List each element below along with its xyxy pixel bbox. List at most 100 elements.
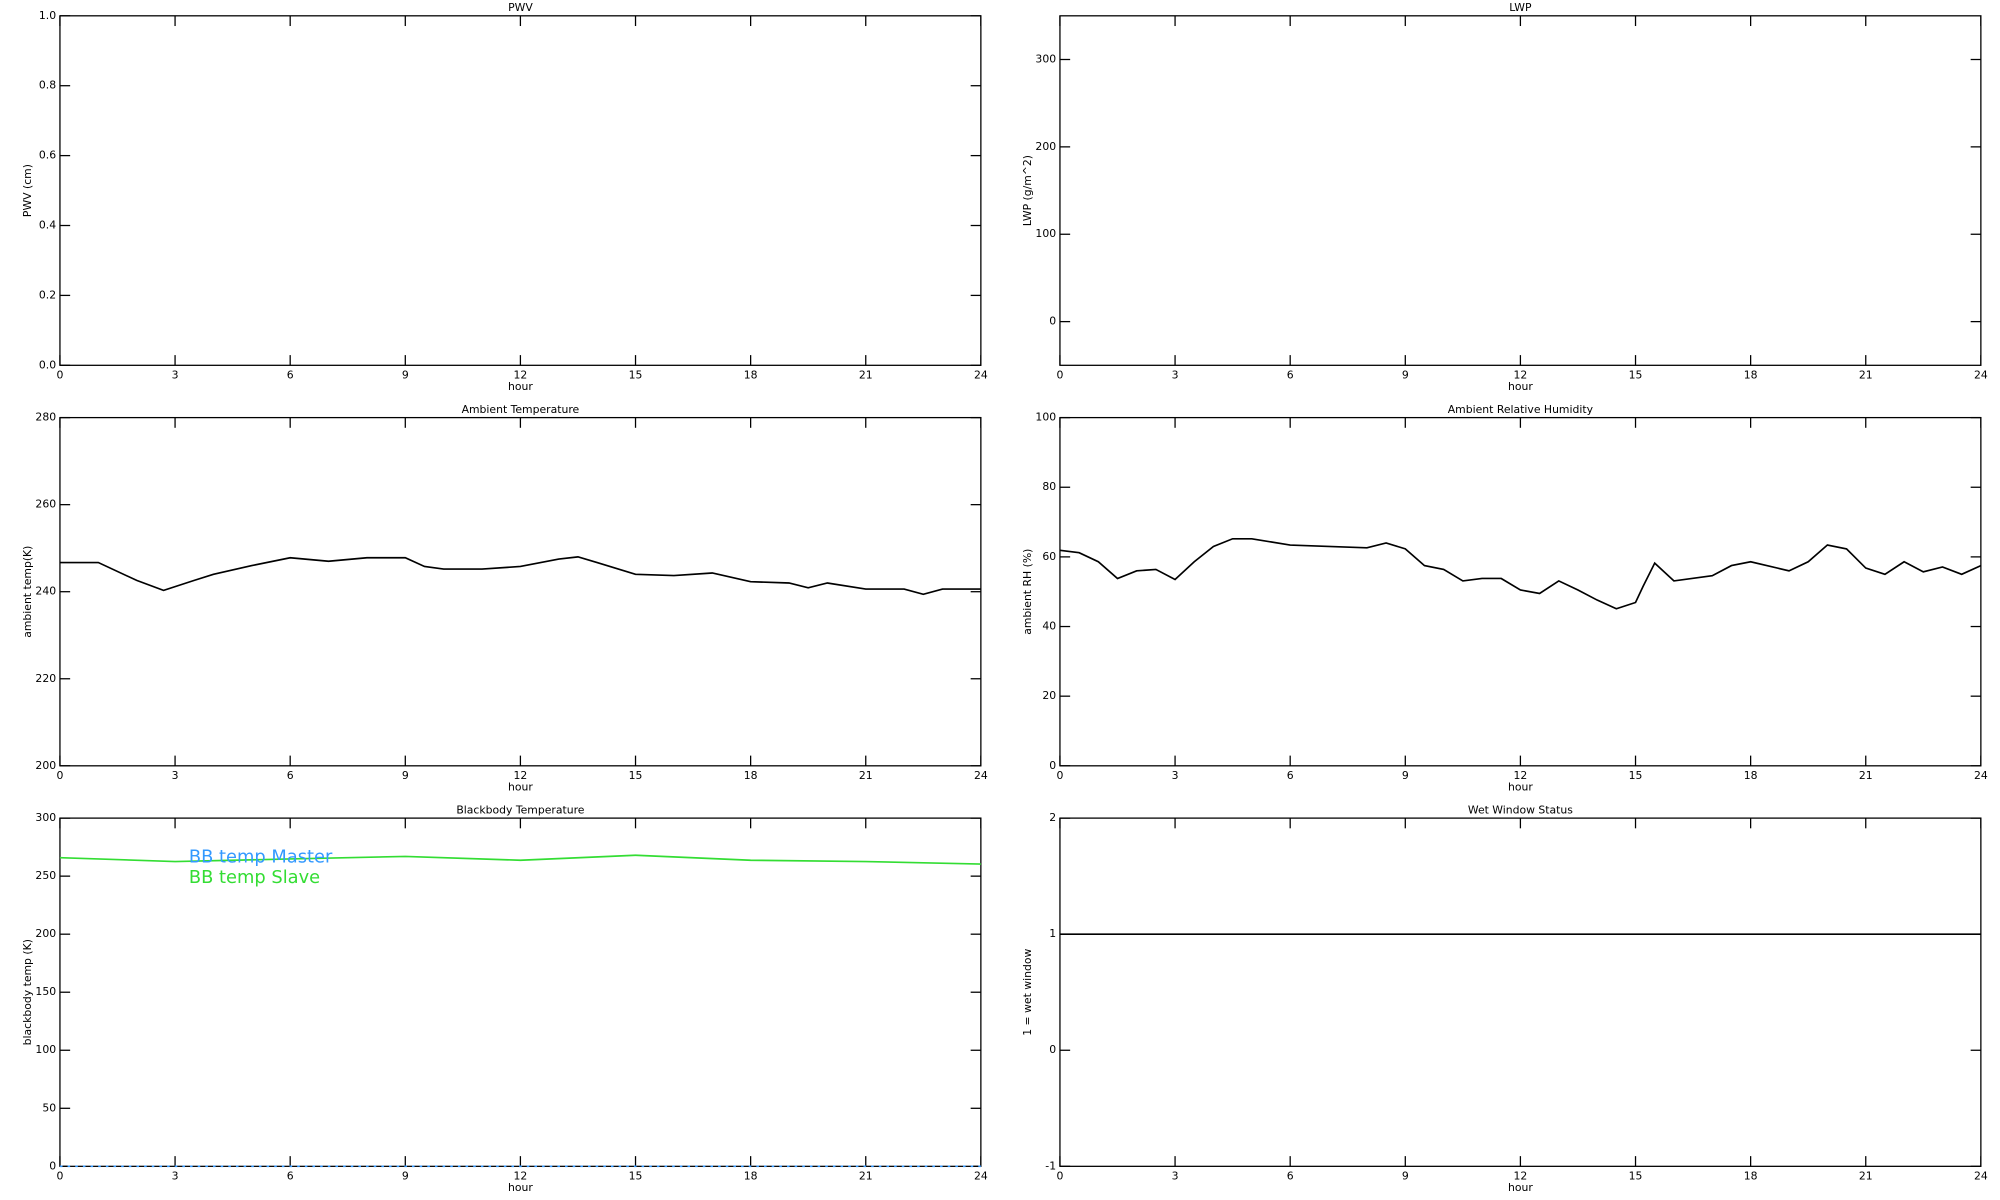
x-tick-label: 21 [1859, 769, 1873, 782]
y-axis-label: PWV (cm) [21, 164, 34, 217]
y-tick-label: 1.0 [39, 9, 56, 22]
x-tick-label: 15 [629, 769, 643, 782]
y-tick-label: 0.8 [39, 79, 56, 92]
x-tick-label: 24 [1974, 1170, 1988, 1183]
x-tick-label: 18 [1744, 769, 1758, 782]
y-tick-label: 80 [1042, 480, 1056, 493]
y-tick-label: 60 [1042, 550, 1056, 563]
x-tick-label: 18 [1744, 369, 1758, 382]
x-tick-label: 15 [629, 1170, 643, 1183]
x-tick-label: 24 [1974, 369, 1988, 382]
x-tick-label: 6 [1287, 769, 1294, 782]
x-tick-label: 0 [1057, 1170, 1064, 1183]
y-tick-label: 100 [1035, 411, 1056, 424]
chart-title: Ambient Relative Humidity [1448, 403, 1594, 416]
x-tick-label: 12 [514, 1170, 528, 1183]
y-tick-label: 2 [1049, 811, 1056, 824]
y-tick-label: 200 [35, 759, 56, 772]
x-tick-label: 15 [1629, 1170, 1643, 1183]
x-axis-label: hour [1508, 380, 1533, 393]
x-tick-label: 6 [1287, 1170, 1294, 1183]
x-tick-label: 3 [172, 369, 179, 382]
x-tick-label: 0 [1057, 769, 1064, 782]
legend-entry: BB temp Slave [189, 867, 320, 888]
y-axis-label: blackbody temp (K) [21, 939, 34, 1045]
data-line [59, 556, 981, 596]
x-tick-label: 18 [744, 369, 758, 382]
x-tick-label: 12 [1514, 369, 1528, 382]
x-tick-label: 0 [1057, 369, 1064, 382]
data-line [1059, 537, 1982, 610]
y-axis-label: ambient RH (%) [1021, 549, 1034, 635]
y-tick-label: 0 [1049, 315, 1056, 328]
x-tick-label: 18 [1744, 1170, 1758, 1183]
y-axis-label: ambient temp(K) [21, 546, 34, 638]
x-tick-label: 12 [1514, 769, 1528, 782]
x-axis-label: hour [508, 380, 533, 393]
x-tick-label: 15 [629, 369, 643, 382]
chart-title: Ambient Temperature [462, 403, 580, 416]
x-tick-label: 0 [57, 769, 64, 782]
x-tick-label: 21 [859, 369, 873, 382]
y-tick-label: 100 [35, 1043, 56, 1056]
y-tick-label: 260 [35, 498, 56, 511]
y-tick-label: 0.0 [39, 358, 56, 371]
chart-title: Wet Window Status [1468, 803, 1573, 816]
plot-frame [59, 416, 982, 767]
x-tick-label: 3 [172, 1170, 179, 1183]
y-tick-label: 100 [1035, 227, 1056, 240]
plot-frame [1059, 15, 1982, 366]
chart-title: LWP [1509, 1, 1532, 14]
x-tick-label: 12 [1514, 1170, 1528, 1183]
x-axis-label: hour [508, 780, 533, 793]
plot-frame [1059, 817, 1982, 1167]
x-tick-label: 9 [402, 769, 409, 782]
x-tick-label: 12 [514, 769, 528, 782]
x-tick-label: 6 [287, 369, 294, 382]
x-tick-label: 21 [1859, 369, 1873, 382]
x-tick-label: 0 [57, 1170, 64, 1183]
chart-title: PWV [508, 1, 533, 14]
y-tick-label: 200 [35, 927, 56, 940]
y-tick-label: 0.4 [39, 219, 56, 232]
y-tick-label: 0.2 [39, 288, 56, 301]
x-tick-label: 9 [402, 1170, 409, 1183]
x-tick-label: 12 [514, 369, 528, 382]
x-tick-label: 15 [1629, 369, 1643, 382]
x-tick-label: 24 [1974, 769, 1988, 782]
y-tick-label: 0 [1049, 1043, 1056, 1056]
x-tick-label: 21 [1859, 1170, 1873, 1183]
x-tick-label: 6 [1287, 369, 1294, 382]
x-tick-label: 24 [974, 1170, 988, 1183]
x-tick-label: 9 [1402, 369, 1409, 382]
x-tick-label: 3 [1172, 369, 1179, 382]
y-tick-label: 0 [49, 1159, 56, 1172]
x-axis-label: hour [508, 1181, 533, 1194]
x-tick-label: 6 [287, 1170, 294, 1183]
x-tick-label: 18 [744, 1170, 758, 1183]
y-tick-label: 50 [42, 1101, 56, 1114]
x-tick-label: 24 [974, 769, 988, 782]
x-tick-label: 9 [1402, 769, 1409, 782]
y-tick-label: 240 [35, 585, 56, 598]
x-tick-label: 9 [1402, 1170, 1409, 1183]
x-tick-label: 18 [744, 769, 758, 782]
y-tick-label: 300 [1035, 53, 1056, 66]
legend-entry: BB temp Master [189, 847, 333, 868]
y-tick-label: 0 [1049, 759, 1056, 772]
x-tick-label: 21 [859, 769, 873, 782]
x-tick-label: 3 [172, 769, 179, 782]
x-tick-label: 6 [287, 769, 294, 782]
x-tick-label: 3 [1172, 769, 1179, 782]
y-tick-label: 220 [35, 672, 56, 685]
x-tick-label: 9 [402, 369, 409, 382]
x-tick-label: 21 [859, 1170, 873, 1183]
x-tick-label: 0 [57, 369, 64, 382]
y-tick-label: -1 [1045, 1159, 1056, 1172]
y-tick-label: 150 [35, 985, 56, 998]
data-line [59, 854, 981, 865]
x-tick-label: 3 [1172, 1170, 1179, 1183]
x-axis-label: hour [1508, 780, 1533, 793]
y-tick-label: 200 [1035, 140, 1056, 153]
